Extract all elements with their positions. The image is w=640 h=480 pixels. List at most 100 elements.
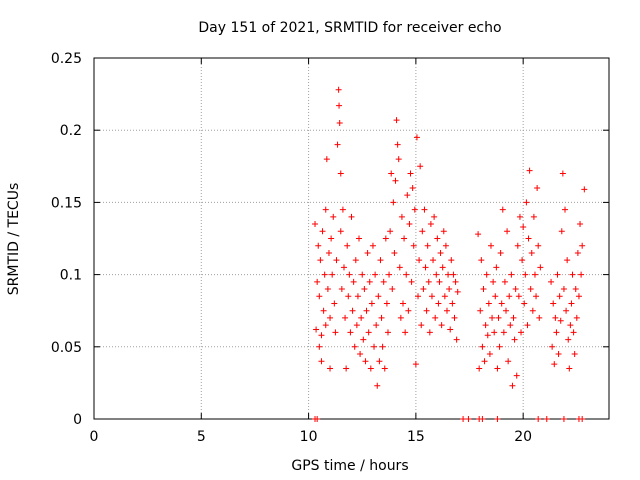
x-axis-label: GPS time / hours (291, 458, 408, 474)
data-point (375, 293, 382, 300)
data-point (431, 213, 438, 220)
data-point (479, 416, 486, 422)
data-point (434, 235, 441, 242)
data-point (489, 314, 496, 321)
data-point (406, 221, 413, 228)
data-point (552, 314, 559, 321)
data-point (345, 293, 352, 300)
data-point (346, 271, 353, 278)
data-point (574, 249, 581, 256)
data-point (396, 264, 403, 271)
data-point (361, 286, 368, 293)
data-point (331, 300, 338, 307)
data-point (531, 271, 538, 278)
data-point (438, 322, 445, 329)
x-tick-label: 5 (197, 429, 206, 445)
data-point (529, 307, 536, 314)
data-point (567, 322, 574, 329)
data-point (554, 271, 561, 278)
data-point (452, 278, 459, 285)
data-point (338, 286, 345, 293)
data-point (492, 293, 499, 300)
data-point (369, 242, 376, 249)
data-point (427, 221, 434, 228)
data-point (344, 242, 351, 249)
axis-ticks (93, 57, 609, 420)
data-point (451, 314, 458, 321)
data-point (409, 184, 416, 191)
data-point (322, 322, 329, 329)
y-axis-label: SRMTID / TECUs (6, 183, 22, 296)
data-point (447, 326, 454, 333)
data-point (570, 329, 577, 336)
data-point (330, 213, 337, 220)
data-point (449, 300, 456, 307)
data-point (483, 271, 490, 278)
data-point (579, 242, 586, 249)
gridlines (94, 58, 609, 419)
data-point (336, 119, 343, 126)
data-point (575, 293, 582, 300)
data-point (522, 271, 529, 278)
data-point (417, 163, 424, 170)
data-point (408, 278, 415, 285)
data-point (340, 264, 347, 271)
data-point (374, 382, 381, 389)
data-point (512, 286, 519, 293)
data-point (323, 156, 330, 163)
data-point (499, 206, 506, 213)
data-point (387, 228, 394, 235)
data-point (365, 329, 372, 336)
data-point (327, 314, 334, 321)
data-point (314, 278, 321, 285)
data-point (388, 170, 395, 177)
data-point (335, 86, 342, 93)
data-point (485, 300, 492, 307)
x-tick-label: 15 (407, 429, 425, 445)
data-point (432, 314, 439, 321)
data-point (478, 257, 485, 264)
data-point (312, 221, 319, 228)
data-point (428, 293, 435, 300)
data-point (357, 351, 364, 358)
data-point (334, 141, 341, 148)
data-point (437, 249, 444, 256)
data-point (494, 365, 501, 372)
data-point (568, 300, 575, 307)
data-point (380, 278, 387, 285)
data-point (566, 365, 573, 372)
data-point (405, 307, 412, 314)
data-point (376, 358, 383, 365)
data-point (511, 336, 518, 343)
data-point (383, 300, 390, 307)
data-point (558, 228, 565, 235)
data-point (454, 288, 461, 295)
data-point (430, 257, 437, 264)
data-point (571, 351, 578, 358)
x-tick-label: 0 (90, 429, 99, 445)
data-point (362, 358, 369, 365)
data-point (378, 314, 385, 321)
data-point (421, 206, 428, 213)
data-point (382, 235, 389, 242)
data-point (535, 242, 542, 249)
data-point (505, 358, 512, 365)
y-tick-label: 0.15 (51, 195, 82, 211)
data-point (372, 271, 379, 278)
data-point (549, 343, 556, 350)
data-point (350, 278, 357, 285)
data-point (506, 293, 513, 300)
data-point (550, 300, 557, 307)
data-point (543, 416, 550, 422)
y-tick-label: 0.2 (60, 123, 82, 139)
data-point (537, 264, 544, 271)
data-point (487, 242, 494, 249)
data-point (386, 271, 393, 278)
data-point (314, 416, 321, 422)
data-point (439, 264, 446, 271)
data-point (496, 343, 503, 350)
data-point (319, 228, 326, 235)
data-point (501, 278, 508, 285)
data-point (514, 242, 521, 249)
y-tick-label: 0.25 (51, 51, 82, 67)
